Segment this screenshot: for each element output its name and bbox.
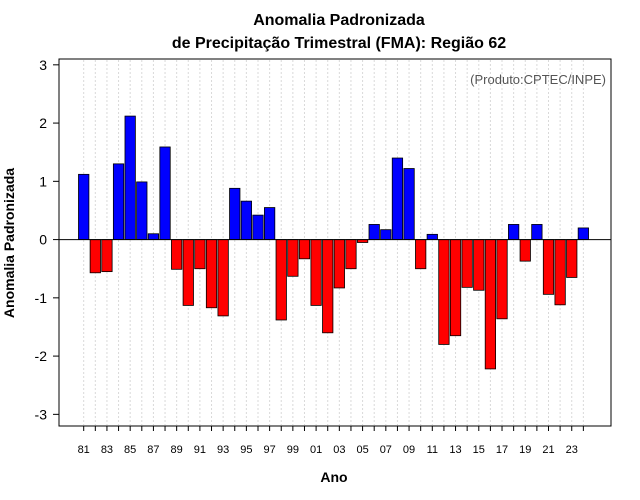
bar-04 — [345, 239, 357, 270]
y-tick-label-5: 2 — [39, 115, 47, 131]
y-tick-label-6: 3 — [39, 57, 47, 73]
bar-22 — [554, 239, 566, 306]
bar-21 — [542, 239, 555, 295]
bar-18 — [508, 224, 520, 240]
y-axis-label: Anomalia Padronizada — [1, 168, 17, 318]
credit-label: (Produto:CPTEC/INPE) — [470, 72, 606, 87]
x-tick-label-91: 91 — [194, 444, 206, 456]
x-tick-label-07: 07 — [380, 444, 392, 456]
bar-23 — [566, 239, 578, 278]
x-tick-label-97: 97 — [263, 444, 275, 456]
bar-83 — [101, 239, 113, 273]
x-tick-label-01: 01 — [310, 444, 322, 456]
x-tick-label-81: 81 — [78, 444, 90, 456]
x-tick-label-21: 21 — [542, 444, 554, 456]
y-tick-label-0: -3 — [35, 406, 48, 422]
x-tick-label-03: 03 — [333, 444, 345, 456]
bar-12 — [438, 239, 450, 345]
bar-95 — [240, 200, 252, 240]
bar-01 — [310, 239, 322, 306]
x-tick-label-99: 99 — [287, 444, 299, 456]
chart-title-line2: de Precipitação Trimestral (FMA): Região… — [172, 35, 506, 52]
grid-lines — [83, 60, 584, 425]
bar-17 — [496, 239, 508, 320]
x-tick-label-23: 23 — [566, 444, 578, 456]
x-tick-label-19: 19 — [519, 444, 531, 456]
bar-14 — [461, 239, 473, 288]
y-tick-label-3: 0 — [39, 232, 47, 248]
x-tick-label-15: 15 — [473, 444, 485, 456]
bar-02 — [322, 239, 334, 334]
x-tick-label-93: 93 — [217, 444, 229, 456]
bar-96 — [252, 214, 264, 240]
bar-99 — [287, 239, 299, 277]
bar-97 — [264, 207, 276, 240]
bar-08 — [391, 157, 404, 240]
bar-93 — [217, 239, 229, 317]
bar-00 — [298, 239, 311, 260]
bar-06 — [368, 224, 380, 240]
chart-title-line1: Anomalia Padronizada — [253, 12, 425, 29]
bar-94 — [229, 187, 241, 240]
bars-group — [78, 115, 589, 370]
bar-85 — [124, 115, 136, 240]
bar-11 — [426, 233, 438, 240]
x-tick-label-05: 05 — [356, 444, 368, 456]
y-tick-label-1: -2 — [35, 348, 48, 364]
bar-92 — [205, 239, 218, 309]
x-tick-label-95: 95 — [240, 444, 252, 456]
bar-98 — [275, 239, 287, 321]
x-tick-label-17: 17 — [496, 444, 508, 456]
x-tick-label-89: 89 — [171, 444, 183, 456]
x-axis-label: Ano — [320, 469, 347, 485]
x-tick-label-87: 87 — [147, 444, 159, 456]
bar-15 — [473, 239, 485, 291]
bar-89 — [171, 239, 183, 270]
bar-88 — [159, 146, 171, 240]
bar-16 — [484, 239, 497, 370]
bar-86 — [136, 181, 148, 240]
bar-07 — [380, 229, 392, 240]
x-tick-label-83: 83 — [101, 444, 113, 456]
x-tick-label-09: 09 — [403, 444, 415, 456]
y-tick-label-4: 1 — [39, 173, 47, 189]
bar-13 — [449, 239, 462, 337]
y-tick-label-2: -1 — [35, 290, 48, 306]
bar-84 — [112, 163, 125, 240]
x-tick-label-11: 11 — [427, 444, 438, 456]
bar-03 — [333, 239, 345, 289]
bar-10 — [415, 239, 427, 270]
x-tick-label-13: 13 — [449, 444, 461, 456]
x-axis: 81 83 85 87 89 91 93 95 97 99 01 03 05 07 09 11 13 15 17 19… — [78, 426, 584, 456]
bar-81 — [78, 173, 90, 240]
plot-frame — [58, 58, 612, 427]
x-tick-label-85: 85 — [124, 444, 136, 456]
bar-24 — [577, 227, 589, 240]
bar-87 — [147, 233, 160, 240]
bar-91 — [194, 239, 206, 270]
bar-82 — [89, 239, 101, 274]
bar-19 — [519, 239, 531, 262]
bar-90 — [182, 239, 194, 306]
bar-20 — [531, 224, 543, 240]
bar-09 — [403, 168, 415, 240]
y-axis: -3 -2 -1 0 1 2 3 — [35, 57, 59, 422]
